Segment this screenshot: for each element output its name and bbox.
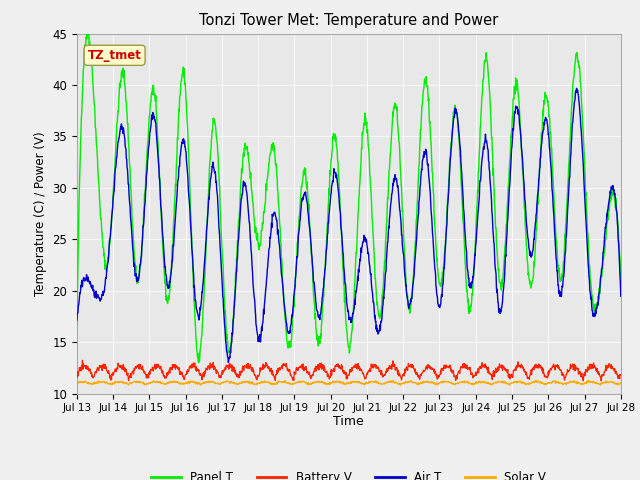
Panel T: [553, 244, 561, 250]
Air T: [553, 258, 561, 264]
Y-axis label: Temperature (C) / Power (V): Temperature (C) / Power (V): [34, 132, 47, 296]
Solar V: [506, 383, 513, 388]
Panel T: [195, 360, 202, 365]
Panel T: [505, 174, 513, 180]
Line: Air T: Air T: [77, 88, 621, 362]
Air T: [573, 85, 580, 91]
Air T: [255, 338, 263, 344]
Panel T: [255, 240, 263, 246]
X-axis label: Time: Time: [333, 415, 364, 428]
Line: Battery V: Battery V: [77, 360, 621, 381]
Battery V: [553, 363, 561, 369]
Battery V: [597, 378, 605, 384]
Air T: [194, 311, 202, 316]
Air T: [180, 138, 188, 144]
Air T: [434, 295, 442, 300]
Battery V: [79, 358, 86, 363]
Solar V: [255, 380, 262, 386]
Panel T: [617, 276, 625, 281]
Line: Solar V: Solar V: [77, 380, 621, 385]
Panel T: [73, 323, 81, 328]
Battery V: [505, 374, 513, 380]
Legend: Panel T, Battery V, Air T, Solar V: Panel T, Battery V, Air T, Solar V: [147, 466, 551, 480]
Line: Panel T: Panel T: [77, 32, 621, 362]
Air T: [505, 203, 513, 209]
Panel T: [181, 80, 189, 85]
Battery V: [73, 375, 81, 381]
Solar V: [434, 381, 442, 387]
Solar V: [194, 380, 202, 385]
Panel T: [195, 355, 202, 360]
Solar V: [617, 380, 625, 385]
Panel T: [434, 266, 442, 272]
Panel T: [84, 29, 92, 35]
Solar V: [505, 381, 513, 386]
Air T: [225, 360, 232, 365]
Battery V: [195, 367, 202, 373]
Battery V: [255, 372, 263, 378]
Title: Tonzi Tower Met: Temperature and Power: Tonzi Tower Met: Temperature and Power: [199, 13, 499, 28]
Solar V: [73, 380, 81, 386]
Text: TZ_tmet: TZ_tmet: [88, 49, 141, 62]
Battery V: [434, 376, 442, 382]
Air T: [73, 317, 81, 323]
Battery V: [617, 372, 625, 378]
Solar V: [553, 379, 561, 385]
Solar V: [281, 377, 289, 383]
Solar V: [180, 381, 188, 386]
Air T: [617, 293, 625, 299]
Battery V: [181, 373, 189, 379]
